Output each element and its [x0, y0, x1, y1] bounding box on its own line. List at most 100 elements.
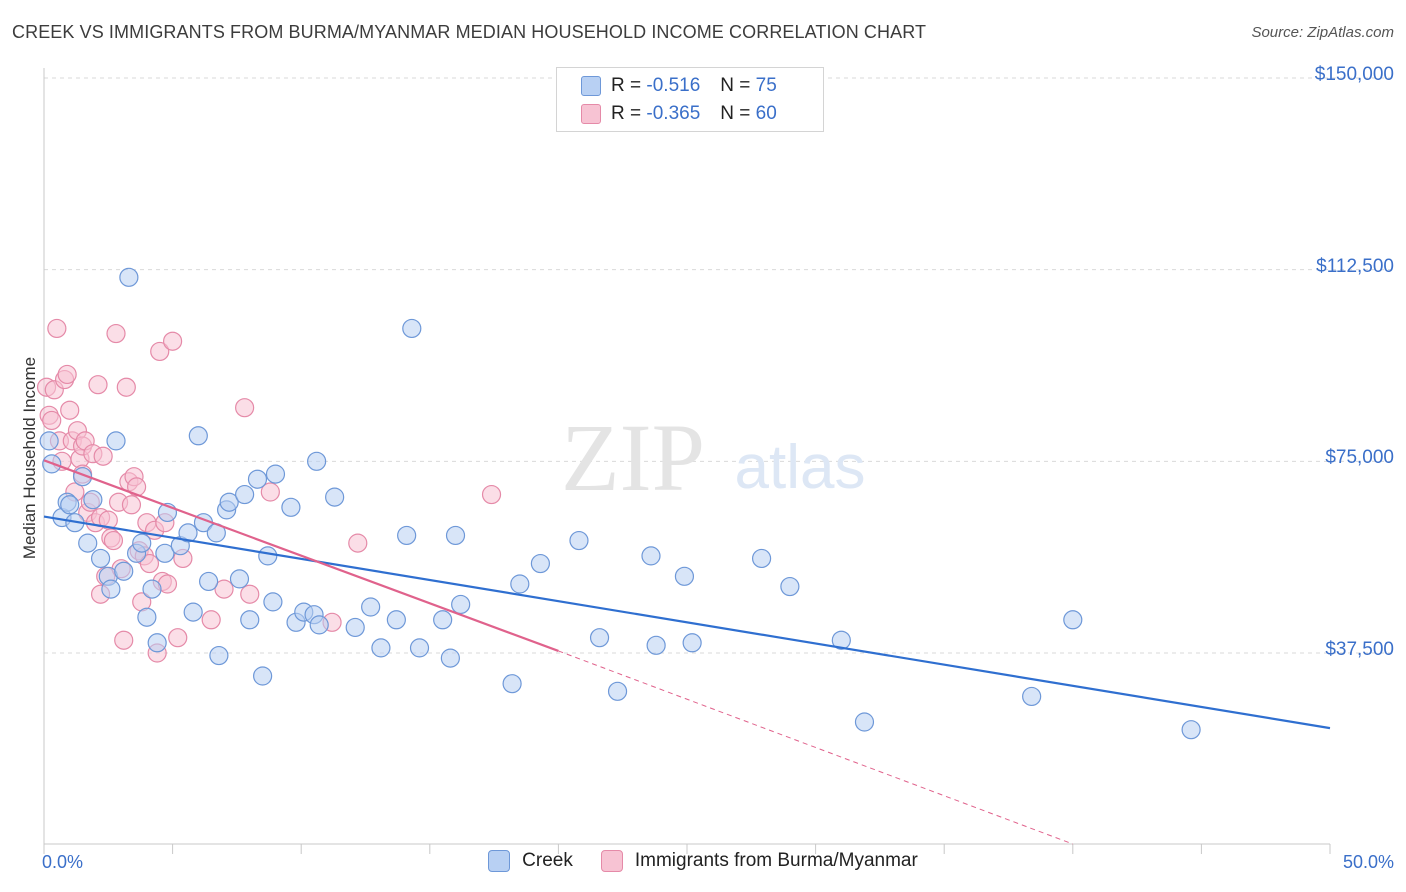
creek-point	[371, 638, 391, 658]
creek-point	[751, 548, 772, 569]
creek-point	[607, 681, 628, 701]
burma-point	[126, 477, 147, 497]
stats-n-label: N =	[720, 75, 751, 96]
burma-point	[114, 630, 134, 650]
creek-point	[263, 592, 283, 612]
watermark-atlas: atlas	[735, 433, 866, 502]
creek-point	[188, 426, 208, 446]
stats-r-value: -0.516	[646, 75, 701, 96]
creek-point	[147, 633, 167, 653]
burma-point	[150, 341, 170, 362]
burma-point	[47, 318, 67, 339]
burma-point	[481, 484, 502, 505]
legend-item-creek: Creek	[488, 850, 573, 872]
creek-point	[281, 497, 301, 517]
creek-point	[325, 487, 345, 507]
stats-swatch-burma	[581, 104, 601, 124]
burma-point	[139, 553, 160, 574]
y-tick-label: $37,500	[1325, 639, 1394, 660]
source-note: Source: ZipAtlas.com	[1251, 24, 1394, 41]
creek-point	[445, 525, 466, 546]
creek-point	[178, 523, 198, 543]
creek-point	[1022, 686, 1042, 707]
trend-lines	[43, 459, 1331, 845]
creek-point	[386, 610, 406, 630]
stats-box: R = -0.516 N = 75 R = -0.365 N = 60	[556, 67, 824, 132]
y-tick-label: $112,500	[1316, 255, 1394, 277]
burma-trend-extension	[558, 650, 1073, 845]
grid-layer	[44, 77, 1394, 654]
creek-point	[569, 530, 589, 551]
creek-point	[258, 546, 278, 566]
creek-point	[240, 610, 260, 630]
creek-point	[1063, 610, 1083, 630]
legend-swatch-creek	[488, 850, 511, 872]
creek-point	[361, 597, 381, 617]
legend-swatch-burma	[600, 850, 623, 872]
creek-point	[83, 490, 103, 510]
creek-point	[155, 543, 175, 563]
creek-point	[646, 635, 666, 655]
creek-point	[307, 451, 327, 471]
burma-trend-line	[43, 459, 559, 652]
creek-point	[219, 492, 239, 512]
burma-point	[103, 530, 124, 551]
burma-point	[60, 400, 80, 420]
watermark: ZIP atlas	[561, 404, 865, 511]
stats-r-label: R =	[611, 103, 642, 124]
creek-point	[780, 576, 800, 597]
stats-swatch-creek	[581, 76, 601, 96]
burma-point	[57, 364, 77, 385]
creek-point	[132, 533, 152, 553]
burma-point	[121, 495, 142, 515]
creek-point	[119, 267, 139, 287]
burma-point	[348, 533, 368, 553]
legend: Creek Immigrants from Burma/Myanmar	[0, 850, 1406, 872]
stats-r-label: R =	[611, 75, 642, 96]
creek-point	[39, 431, 59, 451]
creek-point	[142, 579, 162, 599]
burma-point	[240, 584, 260, 604]
creek-point	[831, 630, 851, 650]
y-tick-label: $150,000	[1314, 64, 1394, 85]
stats-row-creek: R = -0.516 N = 75	[557, 71, 777, 101]
burma-point	[42, 410, 62, 431]
legend-label-burma: Immigrants from Burma/Myanmar	[634, 850, 918, 871]
axis-layer	[43, 68, 1331, 854]
creek-point	[106, 431, 126, 451]
burma-point	[163, 331, 183, 351]
creek-point	[433, 610, 453, 630]
creek-point	[101, 579, 121, 599]
stats-n-value: 75	[755, 75, 777, 96]
legend-label-creek: Creek	[522, 850, 573, 871]
burma-point	[116, 377, 136, 397]
creek-point	[199, 571, 219, 592]
stats-r-value: -0.365	[646, 103, 701, 124]
creek-point	[451, 594, 471, 615]
creek-point	[854, 712, 875, 732]
creek-point	[397, 525, 417, 546]
creek-point	[265, 464, 286, 484]
creek-point	[183, 602, 203, 622]
creek-point	[530, 553, 550, 574]
watermark-zip: ZIP	[561, 404, 705, 511]
y-axis-label: Median Household Income	[20, 356, 39, 560]
creek-point	[137, 607, 157, 627]
creek-point	[345, 617, 365, 638]
x-tick-min: 0.0%	[42, 852, 84, 872]
creek-point	[402, 318, 422, 339]
creek-trend-line	[43, 515, 1331, 730]
creek-point	[1181, 720, 1201, 740]
burma-point	[88, 375, 108, 395]
creek-point	[90, 548, 111, 569]
creek-point	[682, 633, 702, 653]
chart-title: CREEK VS IMMIGRANTS FROM BURMA/MYANMAR M…	[12, 22, 927, 42]
stats-n-value: 60	[755, 103, 777, 124]
creek-point	[502, 674, 522, 694]
creek-point	[641, 546, 661, 566]
burma-point	[235, 398, 255, 418]
creek-point	[409, 638, 430, 658]
stats-n-label: N =	[720, 103, 751, 124]
creek-point	[247, 469, 268, 489]
